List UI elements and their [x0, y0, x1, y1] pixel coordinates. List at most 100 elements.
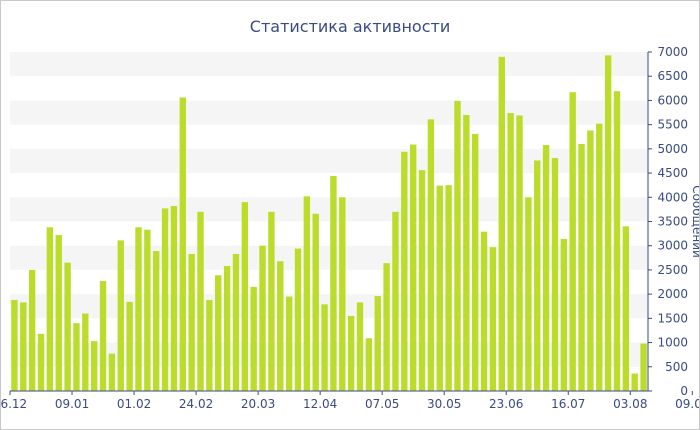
bar	[170, 206, 178, 391]
bar	[427, 119, 435, 391]
grid-band	[10, 342, 648, 367]
x-tick-label: 12.04	[303, 397, 337, 411]
bar	[55, 235, 62, 391]
bar	[516, 115, 523, 391]
bar	[401, 151, 408, 391]
bar	[330, 175, 337, 391]
bar	[409, 144, 417, 391]
y-tick-label: 500	[665, 360, 688, 374]
bar	[223, 266, 231, 391]
x-tick-label: 01.02	[117, 397, 151, 411]
bar	[339, 197, 346, 391]
x-tick-label: 30.05	[427, 397, 461, 411]
grid-band	[10, 100, 648, 125]
x-tick-label: 16.12	[1, 397, 27, 411]
bar	[108, 353, 116, 391]
bar	[197, 211, 204, 391]
bar	[64, 262, 71, 391]
y-tick-label: 7000	[657, 45, 688, 59]
bar	[587, 130, 594, 391]
bar	[241, 202, 249, 391]
bar	[436, 185, 443, 391]
bar	[303, 196, 311, 391]
bar	[454, 100, 461, 391]
y-tick-label: 4500	[657, 166, 688, 180]
bar	[161, 208, 169, 391]
bar	[259, 245, 266, 391]
bar	[46, 227, 54, 391]
x-tick-label: 03.08	[613, 397, 647, 411]
grid-band	[10, 197, 648, 222]
y-tick-label: 4000	[657, 190, 688, 204]
grid-bands	[10, 52, 648, 367]
bar	[498, 56, 505, 392]
x-tick-label: 24.02	[179, 397, 213, 411]
bar	[135, 227, 142, 391]
bar	[153, 251, 160, 391]
x-tick-label: 09.08	[675, 397, 699, 411]
bar	[277, 261, 284, 391]
grid-band	[10, 245, 648, 270]
bar	[126, 301, 133, 391]
bar	[445, 185, 452, 391]
y-tick-label: 1000	[657, 336, 688, 350]
bar	[268, 211, 275, 391]
x-tick-label: 07.05	[365, 397, 399, 411]
x-tick-label: 20.03	[241, 397, 275, 411]
bar	[73, 323, 80, 391]
bar	[622, 226, 630, 391]
bar	[294, 248, 302, 391]
y-tick-label: 5000	[657, 142, 688, 156]
bar	[188, 253, 195, 391]
y-tick-label: 3500	[657, 215, 688, 229]
bar	[604, 55, 612, 391]
bar	[525, 197, 532, 391]
bar	[480, 231, 488, 391]
bar	[392, 211, 399, 391]
y-tick-label: 1500	[657, 311, 688, 325]
y-tick-label: 6500	[657, 69, 688, 83]
chart-title: Статистика активности	[250, 17, 450, 36]
bar	[232, 253, 240, 391]
bar	[534, 160, 541, 391]
bar	[489, 247, 497, 391]
bar	[356, 302, 364, 391]
y-tick-label: 2000	[657, 287, 688, 301]
y-tick-label: 5500	[657, 118, 688, 132]
x-axis: 16.12 09.01 01.02 24.02 20.03 12.04 07.05 30.05…	[1, 390, 699, 411]
bar	[418, 170, 426, 391]
bar	[560, 238, 568, 391]
bar	[99, 281, 107, 391]
bar	[20, 302, 27, 391]
y-axis: 0 500 1000 1500 2000 2500 3000 3500 4000 4500 5000…	[647, 45, 688, 398]
bar	[144, 229, 151, 391]
bar	[179, 97, 186, 392]
bar	[215, 275, 222, 391]
bar	[374, 296, 381, 391]
bar	[472, 133, 479, 391]
bar	[117, 240, 124, 391]
bar	[347, 315, 355, 391]
bars-layer	[11, 55, 647, 392]
bar	[285, 296, 293, 391]
y-tick-label: 2500	[657, 263, 688, 277]
y-tick-label: 0	[680, 384, 688, 398]
bar	[569, 92, 576, 391]
grid-band	[10, 294, 648, 319]
bar	[28, 269, 36, 391]
y-axis-label: Сообщений	[690, 185, 699, 258]
bar	[383, 263, 390, 391]
bar	[11, 299, 18, 391]
grid-band	[10, 52, 648, 77]
grid-band	[10, 148, 648, 174]
bar	[206, 299, 213, 391]
x-tick-label: 23.06	[489, 397, 523, 411]
bar	[596, 123, 603, 392]
bar	[613, 91, 621, 391]
x-tick-label: 16.07	[551, 397, 585, 411]
bar	[250, 286, 257, 391]
bar	[365, 338, 373, 391]
bar	[542, 144, 550, 391]
bar	[463, 114, 470, 392]
